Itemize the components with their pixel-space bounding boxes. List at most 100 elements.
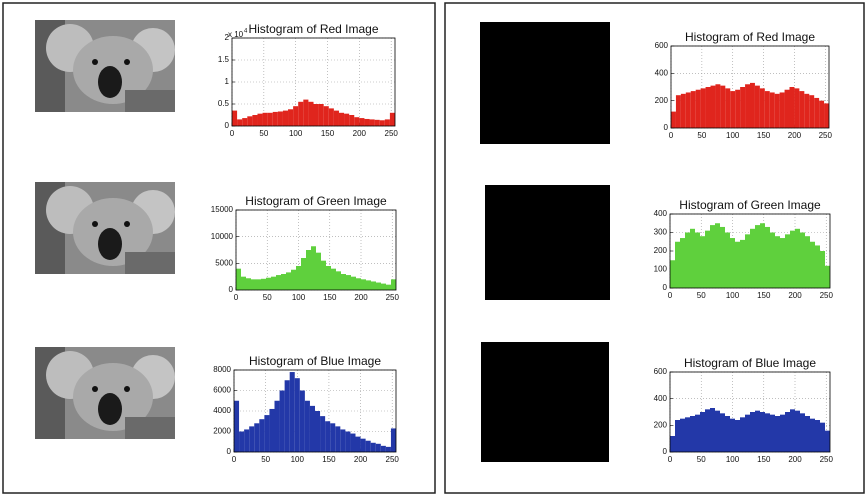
histogram-bar	[800, 413, 805, 452]
histogram-bar	[700, 236, 705, 288]
histogram-bar	[301, 258, 306, 290]
histogram-bar	[331, 268, 336, 290]
histogram-bar	[745, 234, 750, 288]
histogram-bar	[715, 410, 720, 452]
histogram-bar	[269, 408, 275, 452]
x-tick-label: 50	[697, 291, 706, 300]
histogram-bar	[745, 84, 750, 128]
y-tick-label: 0	[663, 283, 668, 292]
histogram-bar	[735, 241, 740, 288]
y-tick-label: 300	[654, 228, 668, 237]
y-scale-exponent: 4	[244, 29, 248, 35]
histogram-bar	[710, 225, 715, 288]
histogram-bar	[239, 431, 245, 452]
histogram-bar	[800, 232, 805, 288]
histogram-bar	[286, 272, 291, 290]
x-tick-label: 150	[757, 291, 771, 300]
histogram-bar	[670, 436, 675, 452]
histogram-bar	[805, 416, 810, 452]
histogram-bar	[825, 430, 830, 452]
histogram-bar	[355, 436, 361, 452]
chart-title: Histogram of Red Image	[248, 22, 378, 36]
histogram-bar	[360, 438, 366, 452]
histogram-bar	[735, 89, 741, 128]
histogram-bar	[361, 279, 366, 290]
histogram-bar	[820, 251, 825, 288]
y-tick-label: 15000	[211, 205, 234, 214]
histogram-bar	[825, 265, 830, 288]
histogram-bar	[338, 112, 345, 126]
y-tick-label: 200	[654, 420, 668, 429]
histogram-bar	[725, 88, 731, 128]
histogram-bar	[364, 118, 370, 126]
x-tick-label: 0	[668, 291, 673, 300]
histogram-bar	[755, 410, 760, 452]
histogram-bar	[272, 111, 278, 126]
histogram-bar	[790, 409, 795, 452]
y-tick-label: 400	[655, 68, 669, 77]
histogram-bar	[685, 92, 691, 128]
y-tick-label: 600	[654, 367, 668, 376]
histogram-bar	[814, 97, 820, 128]
histogram-bar	[759, 88, 765, 128]
histogram-bar	[299, 390, 305, 452]
histogram-bar	[246, 278, 251, 290]
plot-frame	[233, 369, 397, 453]
histogram-bar	[695, 89, 701, 128]
plot-frame	[670, 45, 830, 129]
y-tick-label: 2	[225, 33, 230, 42]
histogram-bar	[284, 380, 290, 452]
histogram-bar	[775, 236, 780, 288]
x-tick-label: 100	[726, 131, 740, 140]
histogram-bar	[799, 91, 805, 128]
histogram-bar	[336, 271, 341, 290]
x-tick-label: 50	[263, 293, 272, 302]
histogram-bar	[735, 420, 740, 452]
x-tick-label: 250	[820, 455, 834, 464]
histogram-bar	[795, 410, 800, 452]
histogram-bar	[264, 415, 270, 452]
y-tick-label: 2000	[213, 427, 231, 436]
histogram-bar	[730, 418, 735, 452]
histogram-bar	[710, 408, 715, 452]
histogram-bar	[675, 420, 680, 452]
histogram-bar	[690, 228, 695, 288]
x-tick-label: 50	[697, 455, 706, 464]
left-panel	[2, 2, 436, 494]
histogram-bar	[725, 232, 730, 288]
histogram-bar	[247, 116, 253, 126]
x-tick-label: 100	[726, 291, 740, 300]
histogram-bar	[381, 283, 386, 290]
histogram-bar	[303, 99, 309, 126]
histogram-bar	[780, 238, 785, 288]
histogram-bar	[308, 101, 314, 126]
y-tick-label: 8000	[213, 365, 231, 374]
histogram-bar	[316, 252, 321, 290]
histogram-bar	[819, 100, 825, 128]
y-tick-label: 200	[654, 246, 668, 255]
histogram-bar	[765, 226, 770, 288]
histogram-bar	[695, 232, 700, 288]
histogram-bar	[371, 281, 376, 290]
x-tick-label: 150	[322, 455, 336, 464]
histogram-bar	[232, 110, 238, 126]
histogram-bar	[385, 446, 391, 452]
koala-image	[35, 20, 175, 112]
y-tick-label: 6000	[213, 386, 231, 395]
histogram-bar	[288, 109, 294, 126]
histogram-bar	[241, 276, 246, 290]
x-tick-label: 250	[820, 291, 834, 300]
noise-image	[481, 342, 609, 462]
histogram-bar	[390, 428, 396, 452]
histogram-bar	[330, 423, 336, 452]
histogram-bar	[754, 85, 760, 128]
histogram-bar	[700, 88, 706, 128]
chart-title: Histogram of Blue Image	[249, 354, 381, 368]
histogram-bar	[261, 278, 266, 290]
histogram-bar	[764, 91, 770, 128]
histogram-bar	[815, 420, 820, 452]
histogram-bar	[276, 275, 281, 290]
histogram-bar	[345, 431, 351, 452]
histogram-bar	[236, 268, 241, 290]
histogram-bar	[251, 279, 256, 290]
